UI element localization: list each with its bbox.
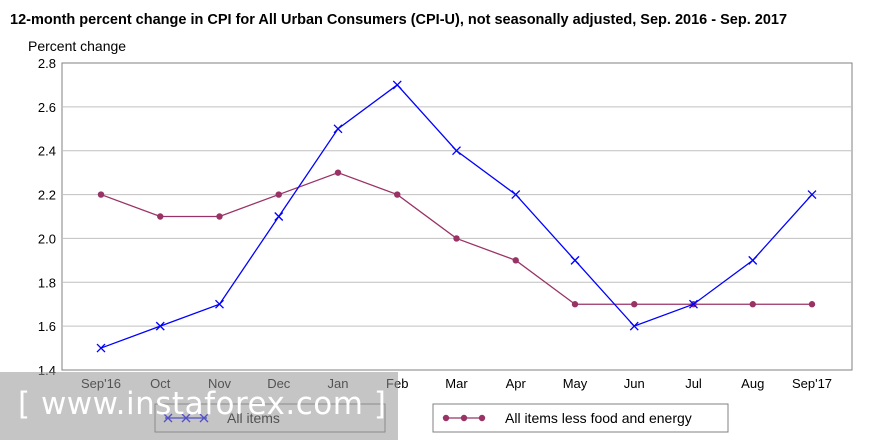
x-tick-label: May — [563, 376, 588, 391]
legend-marker — [460, 414, 468, 422]
y-tick-label: 2.6 — [38, 100, 56, 115]
legend-marker — [442, 414, 450, 422]
y-tick-label: 2.2 — [38, 188, 56, 203]
data-point-all-items — [511, 190, 521, 200]
watermark-text: [ www.instaforex.com ] — [18, 386, 387, 422]
data-point-all-items — [96, 343, 106, 353]
y-tick-label: 2.4 — [38, 144, 56, 159]
data-point-core — [334, 169, 342, 176]
data-point-all-items — [570, 255, 580, 265]
y-axis-label: Percent change — [28, 38, 126, 54]
data-point-all-items — [452, 146, 461, 156]
data-point-all-items — [155, 321, 165, 331]
data-point-all-items — [689, 299, 698, 309]
data-point-all-items — [748, 255, 758, 265]
data-point-core — [749, 301, 756, 308]
data-point-all-items — [333, 124, 343, 134]
data-point-all-items — [274, 212, 284, 221]
data-point-core — [571, 301, 579, 308]
data-point-core — [157, 213, 164, 220]
x-tick-label: Apr — [506, 376, 527, 391]
legend-marker — [478, 414, 486, 422]
data-point-core — [216, 213, 223, 220]
x-tick-label: Mar — [445, 376, 468, 391]
data-point-all-items — [215, 299, 224, 309]
data-point-core — [394, 191, 401, 198]
legend-label: All items less food and energy — [505, 410, 692, 426]
y-tick-label: 1.6 — [38, 319, 56, 334]
y-tick-label: 2.8 — [38, 56, 56, 71]
data-point-core — [453, 235, 460, 242]
y-tick-label: 1.8 — [38, 275, 56, 290]
x-tick-label: Jul — [685, 376, 702, 391]
data-point-core — [97, 191, 105, 198]
chart-title: 12-month percent change in CPI for All U… — [10, 12, 788, 28]
data-point-core — [512, 257, 519, 264]
data-point-core — [808, 301, 816, 308]
watermark: [ www.instaforex.com ] — [0, 372, 398, 440]
y-tick-label: 2.0 — [38, 231, 56, 246]
data-point-core — [275, 191, 282, 198]
x-tick-label: Sep'17 — [792, 376, 832, 391]
data-point-all-items — [392, 80, 402, 90]
data-point-core — [631, 301, 638, 308]
data-point-all-items — [807, 190, 817, 200]
x-tick-label: Jun — [624, 376, 645, 391]
x-tick-label: Aug — [741, 376, 764, 391]
data-point-all-items — [629, 321, 639, 331]
